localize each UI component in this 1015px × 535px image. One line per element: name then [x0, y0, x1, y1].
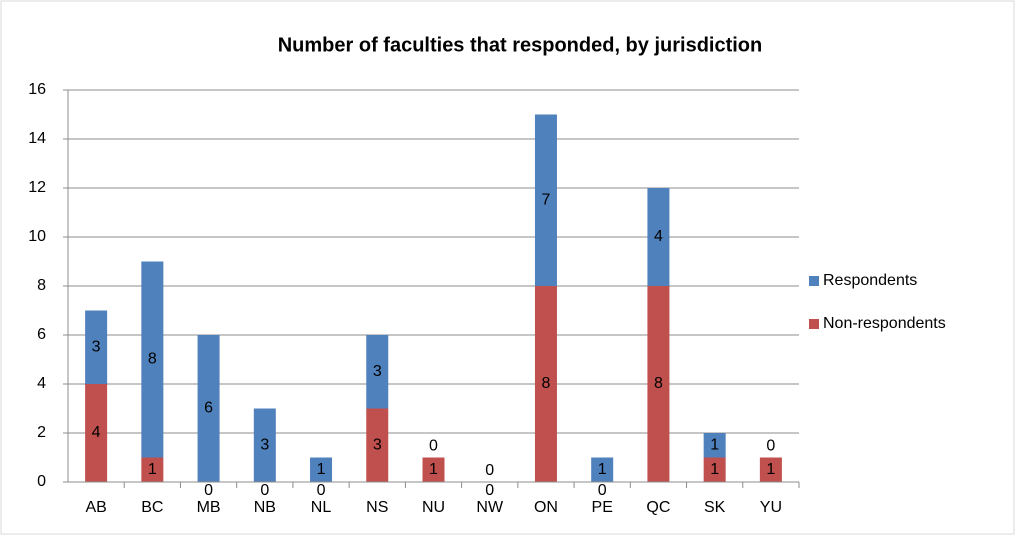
x-tick-label: NL: [311, 499, 332, 516]
x-tick-label: NW: [476, 499, 504, 516]
data-label: 1: [317, 461, 326, 478]
data-label: 1: [429, 461, 438, 478]
x-tick-label: YU: [760, 499, 782, 516]
x-tick-label: ON: [534, 499, 558, 516]
x-tick-label: PE: [592, 499, 613, 516]
y-tick-label: 8: [37, 277, 46, 294]
data-label: 0: [485, 482, 494, 499]
bar-segment: [141, 457, 164, 482]
x-tick-label: SK: [704, 499, 726, 516]
bar-segment: [366, 335, 389, 409]
data-label: 0: [429, 438, 438, 455]
y-tick-label: 4: [37, 375, 46, 392]
bar-segment: [85, 384, 108, 482]
x-tick-label: NU: [422, 499, 445, 516]
data-label: 8: [654, 375, 663, 392]
x-tick-label: QC: [646, 499, 670, 516]
data-label: 0: [260, 482, 269, 499]
data-label: 0: [766, 438, 775, 455]
data-label: 0: [317, 482, 326, 499]
data-label: 3: [260, 436, 269, 453]
bar-segment: [591, 457, 614, 482]
bar-segment: [422, 457, 445, 482]
y-tick-label: 6: [37, 326, 46, 343]
bar-segment: [197, 335, 220, 482]
bar-segment: [141, 261, 164, 458]
legend-swatch: [809, 319, 819, 329]
x-tick-label: NS: [366, 499, 388, 516]
data-label: 3: [92, 338, 101, 355]
legend-label: Respondents: [823, 272, 917, 289]
x-tick-label: AB: [85, 499, 106, 516]
data-label: 8: [542, 375, 551, 392]
legend-swatch: [809, 276, 819, 286]
y-tick-label: 0: [37, 473, 46, 490]
data-label: 3: [373, 363, 382, 380]
bar-segment: [534, 286, 557, 482]
bar-segment: [647, 286, 670, 482]
y-tick-label: 12: [28, 179, 46, 196]
data-label: 1: [148, 461, 157, 478]
bar-segment: [366, 408, 389, 482]
x-tick-label: NB: [254, 499, 276, 516]
bar-segment: [647, 188, 670, 286]
data-label: 1: [598, 461, 607, 478]
data-label: 1: [710, 436, 719, 453]
legend-label: Non-respondents: [823, 315, 946, 332]
data-label: 4: [92, 424, 101, 441]
bar-segment: [85, 310, 108, 384]
data-label: 0: [598, 482, 607, 499]
y-tick-label: 16: [28, 81, 46, 98]
y-tick-label: 10: [28, 228, 46, 245]
data-label: 4: [654, 228, 663, 245]
x-tick-label: MB: [197, 499, 221, 516]
data-label: 1: [766, 461, 775, 478]
data-label: 0: [204, 482, 213, 499]
bar-segment: [534, 114, 557, 286]
data-label: 1: [710, 461, 719, 478]
y-tick-label: 2: [37, 424, 46, 441]
x-tick-label: BC: [141, 499, 163, 516]
y-tick-label: 14: [28, 130, 46, 147]
bar-segment: [703, 457, 726, 482]
chart-title: Number of faculties that responded, by j…: [278, 34, 763, 56]
data-label: 3: [373, 436, 382, 453]
bar-segment: [253, 408, 276, 482]
bar-segment: [703, 433, 726, 458]
data-label: 6: [204, 400, 213, 417]
bar-segment: [310, 457, 333, 482]
data-label: 8: [148, 351, 157, 368]
data-label: 0: [485, 462, 494, 479]
data-label: 7: [542, 191, 551, 208]
bar-segment: [759, 457, 782, 482]
